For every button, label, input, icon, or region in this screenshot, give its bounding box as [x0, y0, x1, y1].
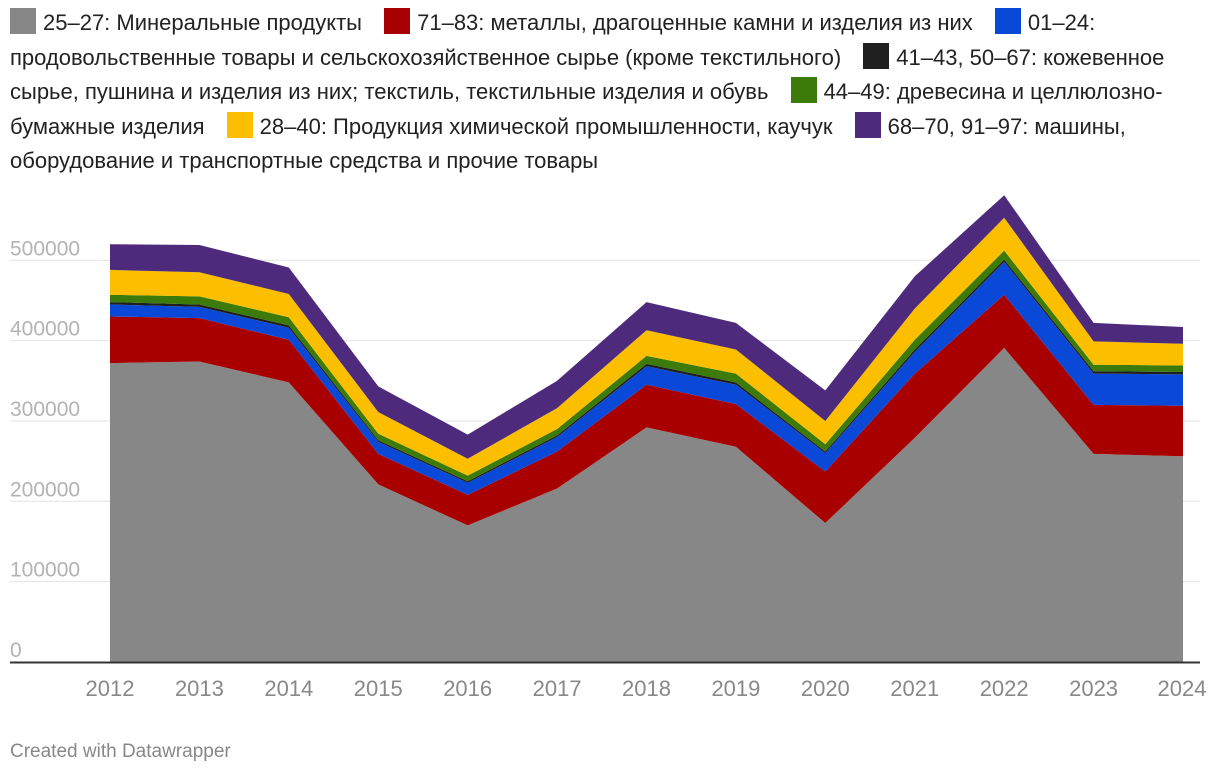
x-tick-label: 2021	[890, 676, 939, 701]
legend-item: 68–70, 91–97: машины, оборудование и тра…	[10, 111, 1126, 174]
credit-text: Created with Datawrapper	[10, 741, 231, 762]
legend-label: 44–49: древесина и целлюлозно-бумажные и…	[10, 79, 1163, 139]
x-tick-label: 2022	[980, 676, 1029, 701]
legend-swatch	[994, 8, 1021, 34]
legend-swatch	[790, 77, 817, 103]
y-tick-label: 400000	[10, 318, 80, 341]
legend-swatch	[226, 111, 253, 138]
y-tick-label: 200000	[10, 478, 80, 501]
x-tick-label: 2023	[1069, 676, 1118, 701]
x-tick-label: 2024	[1158, 676, 1207, 701]
legend-swatch	[384, 8, 411, 34]
legend-item: 28–40: Продукция химической промышленнос…	[226, 111, 833, 139]
legend: 25–27: Минеральные продукты 71–83: метал…	[10, 6, 1215, 179]
legend-swatch	[10, 8, 36, 34]
x-tick-label: 2015	[354, 676, 403, 701]
area-series-5	[110, 217, 1183, 476]
area-series-6	[110, 195, 1183, 459]
y-tick-label: 100000	[10, 559, 80, 582]
x-tick-label: 2018	[622, 676, 671, 701]
legend-label: 68–70, 91–97: машины, оборудование и тра…	[10, 113, 1126, 174]
x-tick-label: 2017	[533, 676, 582, 701]
y-tick-label: 300000	[10, 398, 80, 421]
x-tick-label: 2012	[86, 676, 135, 701]
legend-item: 71–83: металлы, драгоценные камни и изде…	[384, 8, 973, 35]
legend-label: 01–24: продовольственные товары и сельск…	[10, 10, 1096, 70]
x-tick-label: 2020	[801, 676, 850, 701]
legend-label: 25–27: Минеральные продукты	[43, 10, 362, 35]
legend-label: 71–83: металлы, драгоценные камни и изде…	[417, 10, 973, 35]
x-tick-label: 2013	[175, 676, 224, 701]
legend-swatch	[863, 42, 890, 69]
axes: 2012 2013 2014 2015 2016 2017 2018 2019 2020 2021…	[10, 661, 1207, 701]
y-tick-label: 500000	[10, 237, 80, 260]
legend-item: 41–43, 50–67: кожевенное сырье, пушнина …	[10, 42, 1165, 105]
x-tick-label: 2014	[264, 676, 313, 701]
legend-item: 44–49: древесина и целлюлозно-бумажные и…	[10, 77, 1163, 139]
area-series-4	[110, 250, 1183, 482]
x-tick-label: 2019	[711, 676, 760, 701]
legend-label: 41–43, 50–67: кожевенное сырье, пушнина …	[10, 44, 1165, 105]
area-series	[110, 195, 1183, 662]
legend-label: 28–40: Продукция химической промышленнос…	[259, 113, 833, 139]
legend-item: 25–27: Минеральные продукты	[10, 8, 362, 35]
area-series-1	[110, 294, 1183, 526]
y-tick-label: 0	[10, 639, 22, 662]
legend-item: 01–24: продовольственные товары и сельск…	[10, 8, 1096, 70]
x-tick-label: 2016	[443, 676, 492, 701]
legend-swatch	[854, 111, 881, 138]
area-series-2	[110, 261, 1183, 495]
area-series-0	[110, 347, 1183, 662]
